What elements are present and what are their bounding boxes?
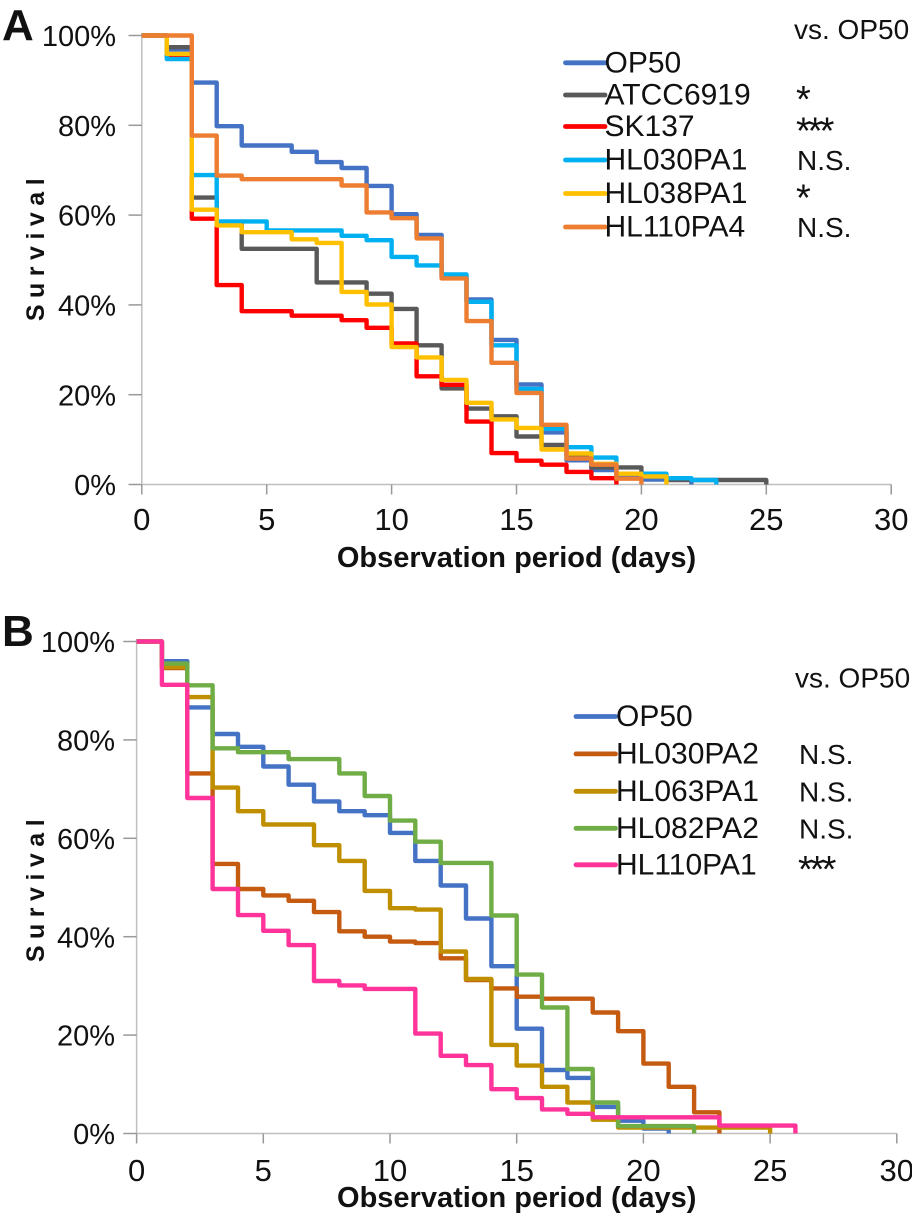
svg-text:OP50: OP50: [605, 46, 682, 79]
svg-text:***: ***: [796, 111, 835, 153]
svg-text:0: 0: [128, 1153, 145, 1188]
svg-text:40%: 40%: [58, 291, 116, 323]
svg-text:vs. OP50: vs. OP50: [794, 14, 909, 45]
svg-text:10: 10: [374, 502, 408, 537]
svg-text:Survival: Survival: [22, 813, 50, 962]
svg-text:60%: 60%: [58, 201, 116, 233]
svg-text:20%: 20%: [58, 380, 116, 412]
svg-text:N.S.: N.S.: [799, 739, 853, 770]
svg-text:20: 20: [626, 1153, 660, 1188]
svg-text:0%: 0%: [73, 1119, 115, 1151]
svg-text:20%: 20%: [57, 1021, 115, 1053]
svg-text:30: 30: [874, 502, 908, 537]
svg-text:HL063PA1: HL063PA1: [616, 775, 759, 808]
svg-text:15: 15: [499, 502, 533, 537]
svg-text:HL030PA1: HL030PA1: [605, 144, 748, 177]
svg-text:vs. OP50: vs. OP50: [795, 663, 910, 694]
svg-text:25: 25: [753, 1153, 787, 1188]
svg-text:N.S.: N.S.: [797, 145, 851, 176]
svg-text:10: 10: [373, 1153, 407, 1188]
svg-text:OP50: OP50: [616, 700, 693, 733]
svg-text:ATCC6919: ATCC6919: [605, 79, 751, 112]
svg-text:SK137: SK137: [605, 110, 695, 143]
svg-text:0: 0: [133, 502, 150, 537]
svg-text:HL030PA2: HL030PA2: [616, 737, 759, 770]
svg-text:N.S.: N.S.: [799, 813, 853, 844]
svg-text:Observation period (days): Observation period (days): [337, 542, 696, 574]
svg-text:5: 5: [255, 1153, 272, 1188]
svg-text:*: *: [796, 178, 811, 220]
svg-text:A: A: [2, 1, 34, 50]
svg-text:25: 25: [749, 502, 783, 537]
svg-text:15: 15: [499, 1153, 533, 1188]
svg-text:B: B: [2, 607, 34, 656]
svg-text:0%: 0%: [74, 470, 116, 502]
svg-text:30: 30: [880, 1153, 912, 1188]
svg-text:60%: 60%: [57, 824, 115, 856]
svg-text:HL038PA1: HL038PA1: [605, 177, 748, 210]
svg-text:100%: 100%: [42, 21, 116, 53]
svg-text:HL082PA2: HL082PA2: [616, 812, 759, 845]
svg-text:5: 5: [258, 502, 275, 537]
svg-text:*: *: [796, 79, 811, 121]
svg-text:HL110PA1: HL110PA1: [616, 848, 757, 881]
svg-text:N.S.: N.S.: [799, 776, 853, 807]
svg-text:Observation period (days): Observation period (days): [337, 1182, 696, 1214]
svg-text:Survival: Survival: [22, 172, 50, 321]
svg-text:40%: 40%: [57, 922, 115, 954]
svg-text:80%: 80%: [58, 111, 116, 143]
svg-text:20: 20: [624, 502, 658, 537]
svg-text:***: ***: [798, 849, 837, 891]
svg-text:HL110PA4: HL110PA4: [605, 211, 746, 244]
svg-text:N.S.: N.S.: [797, 212, 851, 243]
svg-text:80%: 80%: [57, 726, 115, 758]
svg-text:100%: 100%: [41, 627, 115, 659]
